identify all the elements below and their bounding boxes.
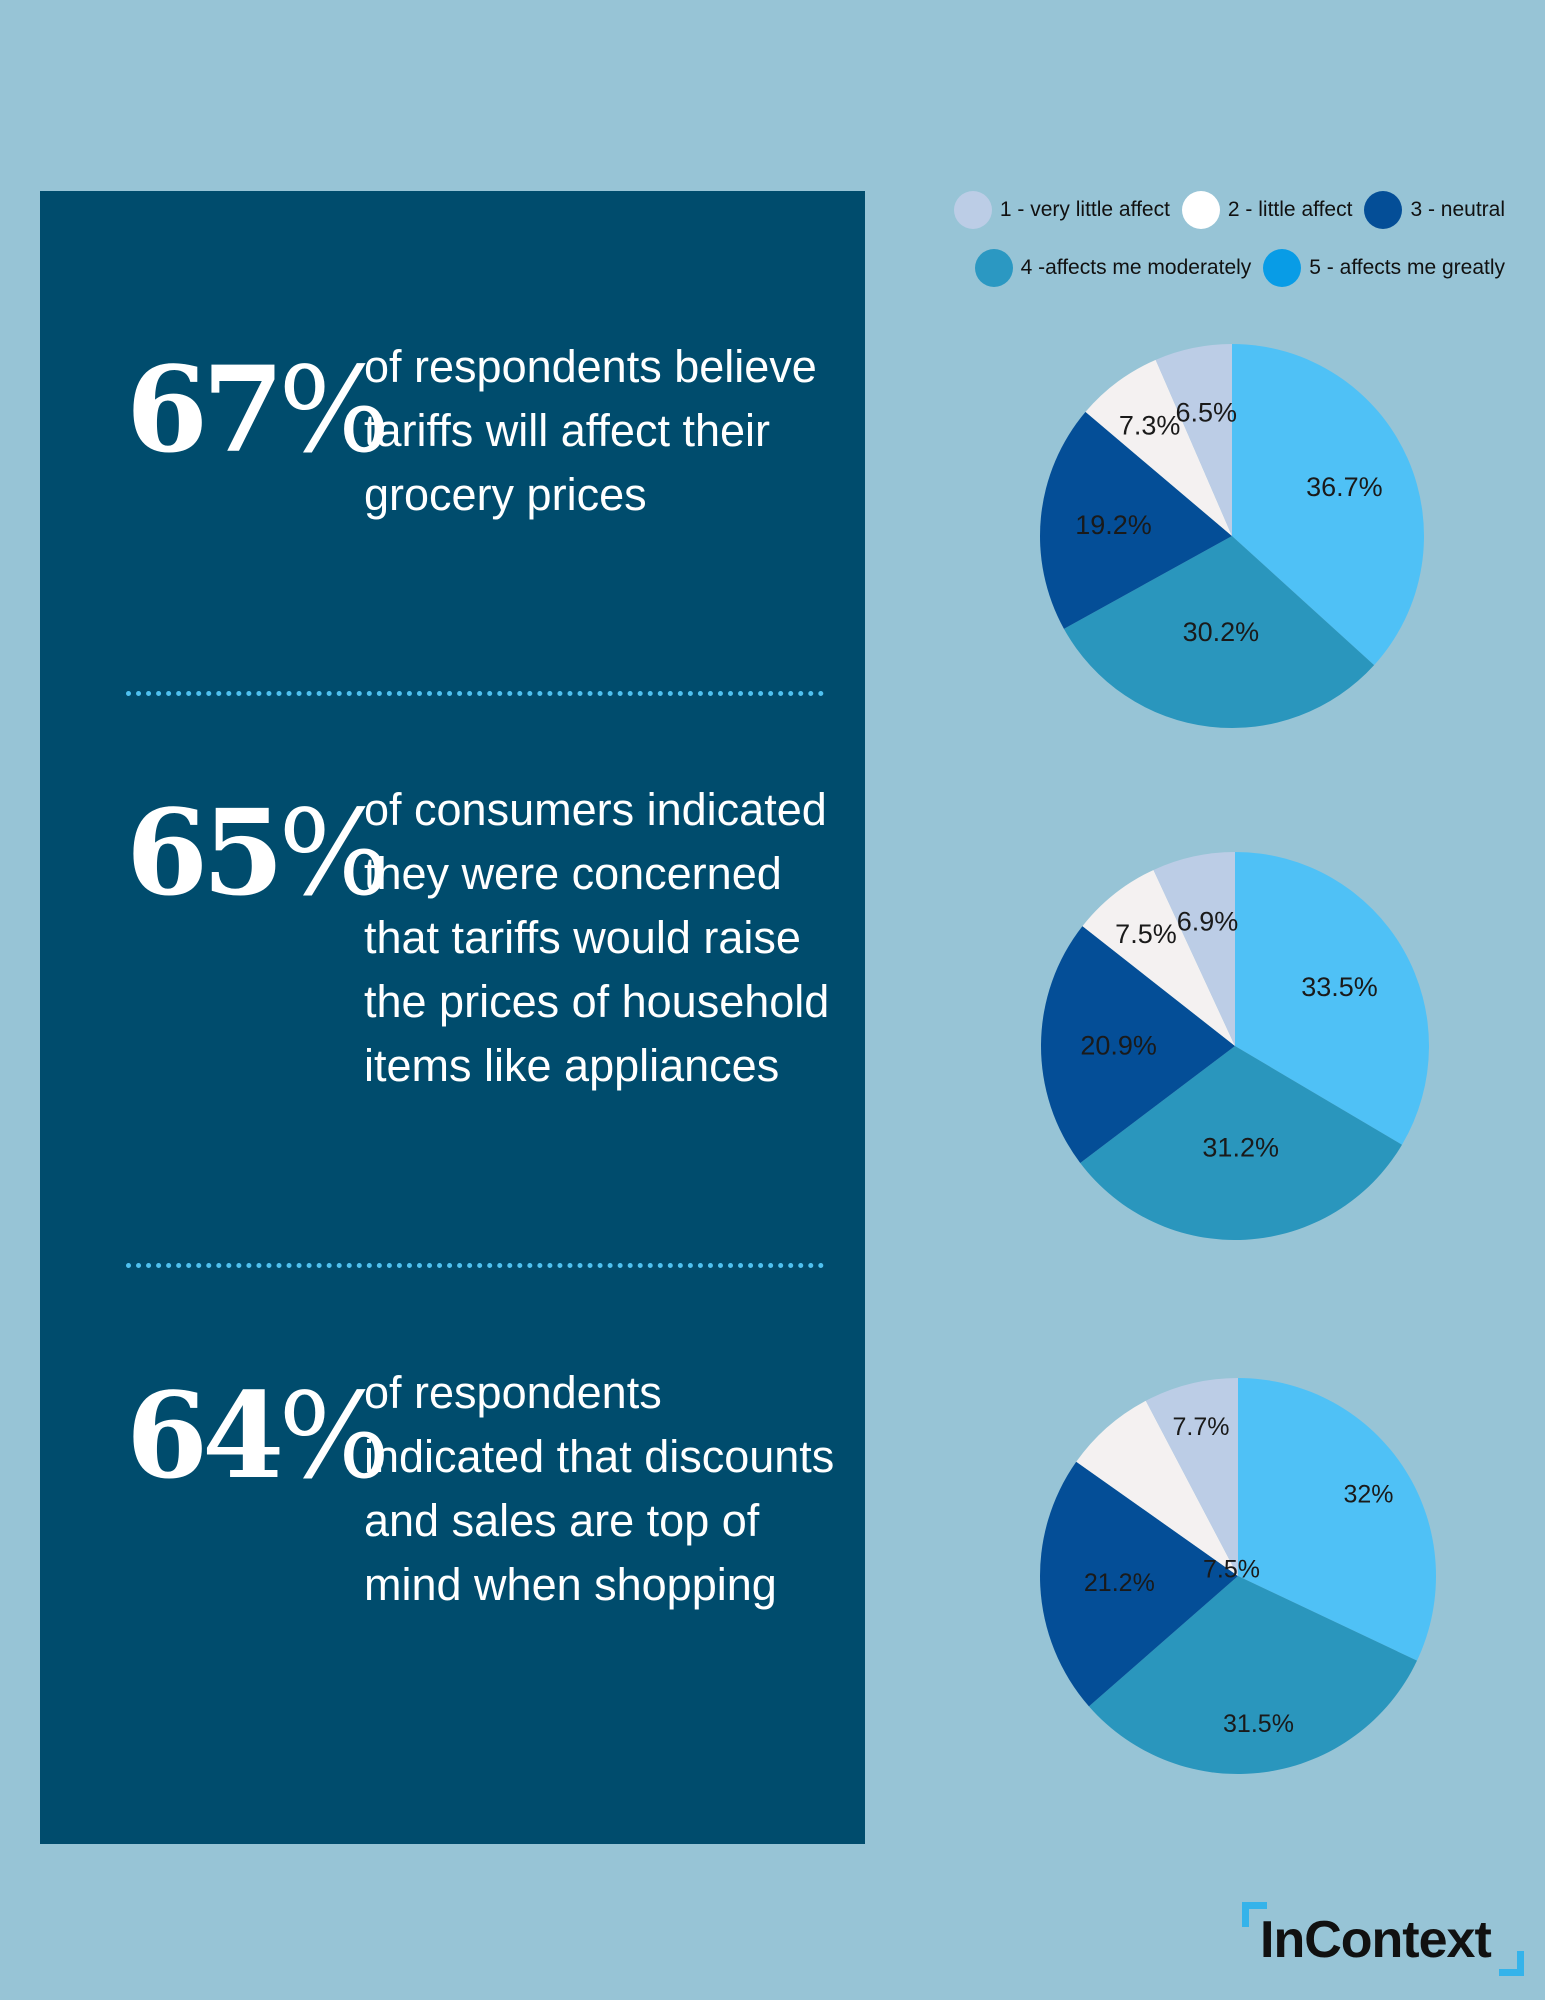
slice-label: 36.7% xyxy=(1306,472,1383,502)
pie-slice xyxy=(1040,1461,1238,1707)
slice-label: 20.9% xyxy=(1080,1031,1157,1061)
slice-label: 33.5% xyxy=(1301,972,1378,1002)
pie-slice xyxy=(1153,852,1235,1046)
legend-label: 3 - neutral xyxy=(1410,198,1505,221)
pie-slice xyxy=(1145,1378,1238,1576)
legend-label: 4 -affects me moderately xyxy=(1020,256,1252,279)
chart-legend: 1 - very little affect 2 - little affect… xyxy=(865,188,1505,304)
slice-label: 7.5% xyxy=(1115,919,1177,949)
slice-label: 19.2% xyxy=(1075,510,1152,540)
logo-text: InContext xyxy=(1260,1911,1492,1969)
pie-slice xyxy=(1040,411,1232,629)
pie-chart-discounts: 32% 31.5% 21.2% 7.5% 7.7% xyxy=(1040,1378,1436,1774)
legend-item: 3 - neutral xyxy=(1364,191,1505,229)
slice-label: 7.7% xyxy=(1172,1413,1229,1441)
legend-item: 5 - affects me greatly xyxy=(1263,249,1505,287)
legend-label: 2 - little affect xyxy=(1227,198,1353,221)
stat-description: of respondents believe tariffs will affe… xyxy=(364,341,817,520)
pie-slice xyxy=(1235,852,1429,1145)
legend-label: 5 - affects me greatly xyxy=(1309,256,1505,279)
incontext-logo: InContext xyxy=(1238,1900,1528,1980)
slice-label: 7.3% xyxy=(1119,411,1181,441)
legend-item: 2 - little affect xyxy=(1181,191,1353,229)
legend-swatch xyxy=(974,249,1013,287)
legend-swatch xyxy=(953,191,992,229)
slice-label: 30.2% xyxy=(1183,617,1260,647)
pie-slice xyxy=(1085,359,1232,536)
pie-slice xyxy=(1088,1576,1417,1774)
stat-value: 64% xyxy=(126,1366,390,1505)
legend-swatch xyxy=(1181,191,1220,229)
stats-panel: 67% of respondents believe tariffs will … xyxy=(40,191,865,1844)
legend-label: 1 - very little affect xyxy=(999,198,1170,221)
pie-slice xyxy=(1232,344,1424,666)
slice-label: 21.2% xyxy=(1084,1569,1155,1597)
pie-slice xyxy=(1082,869,1235,1046)
slice-label: 6.9% xyxy=(1177,907,1239,937)
pie-slice xyxy=(1238,1378,1436,1661)
logo-bracket-icon xyxy=(1499,1951,1524,1976)
legend-swatch xyxy=(1364,191,1403,229)
slice-label: 32% xyxy=(1343,1480,1393,1508)
slice-label: 31.5% xyxy=(1223,1710,1294,1738)
slice-label: 31.2% xyxy=(1202,1132,1279,1162)
legend-row: 1 - very little affect 2 - little affect… xyxy=(865,188,1505,232)
slice-label: 6.5% xyxy=(1176,398,1238,428)
pie-slice xyxy=(1155,344,1232,536)
legend-swatch xyxy=(1263,249,1302,287)
slice-label: 7.5% xyxy=(1203,1556,1260,1584)
stat-value: 65% xyxy=(126,783,390,922)
stat-value: 67% xyxy=(126,340,390,479)
legend-item: 4 -affects me moderately xyxy=(974,249,1252,287)
stat-description: of consumers indicated they were concern… xyxy=(364,784,830,1091)
pie-slice xyxy=(1080,1046,1402,1240)
stat-description: of respondents indicated that discounts … xyxy=(364,1367,835,1610)
pie-slice xyxy=(1076,1400,1238,1576)
dotted-divider xyxy=(126,1263,824,1268)
legend-item: 1 - very little affect xyxy=(953,191,1170,229)
pie-chart-grocery: 36.7% 30.2% 19.2% 7.3%6.5% xyxy=(1040,344,1424,728)
logo-bracket-icon xyxy=(1242,1902,1267,1927)
pie-slice xyxy=(1041,926,1235,1163)
legend-row: 4 -affects me moderately 5 - affects me … xyxy=(865,246,1505,290)
dotted-divider xyxy=(126,691,824,696)
pie-slice xyxy=(1063,536,1375,728)
pie-chart-household: 33.5% 31.2% 20.9% 7.5% 6.9% xyxy=(1041,852,1429,1240)
